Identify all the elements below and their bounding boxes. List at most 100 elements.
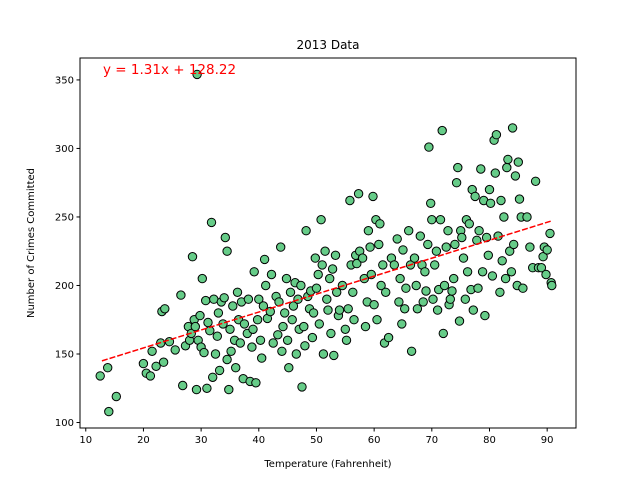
data-point [395, 273, 405, 284]
data-point [545, 228, 555, 239]
data-point [352, 258, 362, 269]
data-point [277, 346, 287, 356]
data-point [411, 280, 421, 291]
data-point [439, 280, 450, 291]
data-point [301, 226, 311, 236]
data-point [495, 287, 505, 297]
data-point [273, 330, 283, 340]
data-point [170, 345, 180, 355]
data-point [363, 226, 374, 236]
data-point [266, 269, 277, 280]
y-axis: 100 150 200 250 300 350 [55, 75, 80, 429]
x-axis-label: Temperature (Fahrenheit) [263, 459, 391, 470]
data-point [513, 157, 523, 167]
data-point [381, 287, 391, 297]
data-point [525, 242, 535, 252]
data-point [450, 239, 460, 250]
y-tick-label: 200 [55, 281, 74, 292]
data-point [235, 338, 246, 348]
data-point [392, 234, 402, 244]
data-point [307, 332, 318, 343]
data-point [368, 191, 378, 202]
data-point [314, 319, 324, 329]
data-point [176, 290, 186, 300]
data-point [213, 308, 224, 318]
data-point [251, 378, 261, 388]
data-point [297, 382, 307, 392]
data-point [483, 250, 493, 261]
data-point [225, 324, 235, 334]
data-point [496, 195, 506, 206]
y-axis-label: Number of Crimes Committed [26, 168, 37, 318]
data-point [427, 215, 437, 225]
x-tick-label: 40 [252, 435, 265, 446]
x-axis: 10 20 30 40 50 60 70 80 90 [79, 428, 554, 446]
data-point [430, 260, 440, 270]
data-point [401, 283, 411, 293]
data-point [514, 194, 525, 204]
data-point [423, 239, 433, 250]
data-point [542, 245, 552, 255]
chart-title: 2013 Data [296, 38, 359, 52]
data-point [265, 306, 275, 317]
data-point [497, 256, 507, 266]
data-point [343, 304, 353, 314]
data-point [484, 184, 495, 195]
data-point [378, 260, 388, 270]
data-point [111, 391, 122, 402]
data-point [451, 178, 462, 188]
data-point [192, 69, 202, 80]
data-point [219, 293, 229, 303]
data-point [431, 246, 442, 256]
y-tick-label: 300 [55, 144, 74, 155]
data-point [502, 162, 512, 173]
data-point [254, 294, 264, 304]
data-point [383, 332, 394, 343]
data-point [485, 198, 496, 209]
data-point [247, 342, 257, 352]
data-point [232, 287, 243, 297]
data-point [224, 384, 234, 395]
data-point [310, 253, 320, 263]
x-tick-label: 30 [195, 435, 208, 446]
data-point [276, 242, 286, 252]
data-point [284, 363, 294, 373]
data-point [220, 232, 231, 243]
data-point [208, 372, 218, 382]
data-point [308, 308, 319, 318]
data-point [397, 319, 407, 329]
data-point [296, 280, 306, 291]
data-point [334, 305, 345, 315]
data-point [299, 321, 309, 332]
data-point [464, 219, 474, 229]
data-point [424, 142, 434, 152]
data-point [518, 283, 528, 293]
data-point [400, 304, 410, 314]
data-point [406, 346, 417, 356]
data-point [291, 349, 301, 359]
data-point [316, 215, 326, 225]
data-point [226, 346, 236, 356]
data-point [449, 273, 459, 284]
data-point [441, 242, 451, 252]
data-point [280, 308, 290, 318]
data-point [187, 252, 198, 262]
data-point [214, 365, 225, 376]
data-point [252, 315, 263, 325]
data-point [330, 250, 341, 261]
x-tick-label: 90 [541, 435, 554, 446]
data-point [313, 269, 323, 280]
data-point [349, 315, 359, 325]
y-tick-label: 350 [55, 75, 74, 86]
data-point [506, 267, 517, 277]
data-point [341, 335, 352, 345]
data-point [147, 346, 157, 356]
data-point [389, 260, 399, 270]
x-tick-label: 10 [79, 435, 92, 446]
data-point [477, 267, 488, 277]
data-point [195, 310, 205, 321]
data-point [499, 212, 509, 222]
plot-frame [79, 57, 577, 429]
